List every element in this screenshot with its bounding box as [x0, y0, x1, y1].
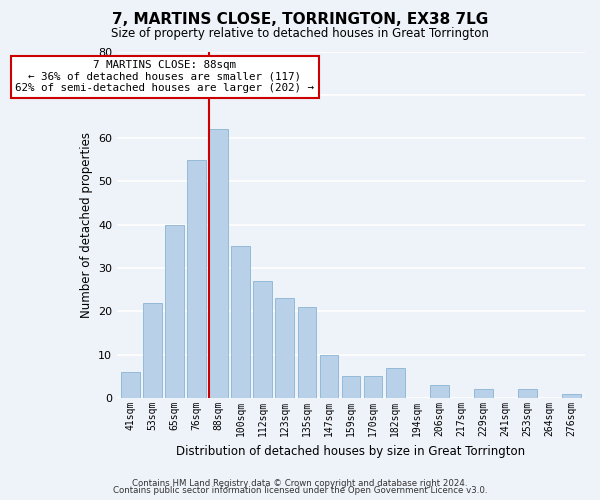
Bar: [143, 303, 162, 398]
Bar: [121, 372, 140, 398]
Bar: [298, 307, 316, 398]
Bar: [231, 246, 250, 398]
Bar: [253, 281, 272, 398]
Bar: [275, 298, 294, 398]
Bar: [209, 130, 228, 398]
Text: 7 MARTINS CLOSE: 88sqm
← 36% of detached houses are smaller (117)
62% of semi-de: 7 MARTINS CLOSE: 88sqm ← 36% of detached…: [15, 60, 314, 94]
Bar: [320, 355, 338, 398]
Bar: [386, 368, 404, 398]
Bar: [165, 225, 184, 398]
Text: Size of property relative to detached houses in Great Torrington: Size of property relative to detached ho…: [111, 28, 489, 40]
Bar: [518, 390, 537, 398]
Text: Contains HM Land Registry data © Crown copyright and database right 2024.: Contains HM Land Registry data © Crown c…: [132, 478, 468, 488]
X-axis label: Distribution of detached houses by size in Great Torrington: Distribution of detached houses by size …: [176, 444, 526, 458]
Bar: [474, 390, 493, 398]
Bar: [187, 160, 206, 398]
Text: 7, MARTINS CLOSE, TORRINGTON, EX38 7LG: 7, MARTINS CLOSE, TORRINGTON, EX38 7LG: [112, 12, 488, 28]
Text: Contains public sector information licensed under the Open Government Licence v3: Contains public sector information licen…: [113, 486, 487, 495]
Bar: [364, 376, 382, 398]
Y-axis label: Number of detached properties: Number of detached properties: [80, 132, 92, 318]
Bar: [430, 385, 449, 398]
Bar: [562, 394, 581, 398]
Bar: [341, 376, 361, 398]
